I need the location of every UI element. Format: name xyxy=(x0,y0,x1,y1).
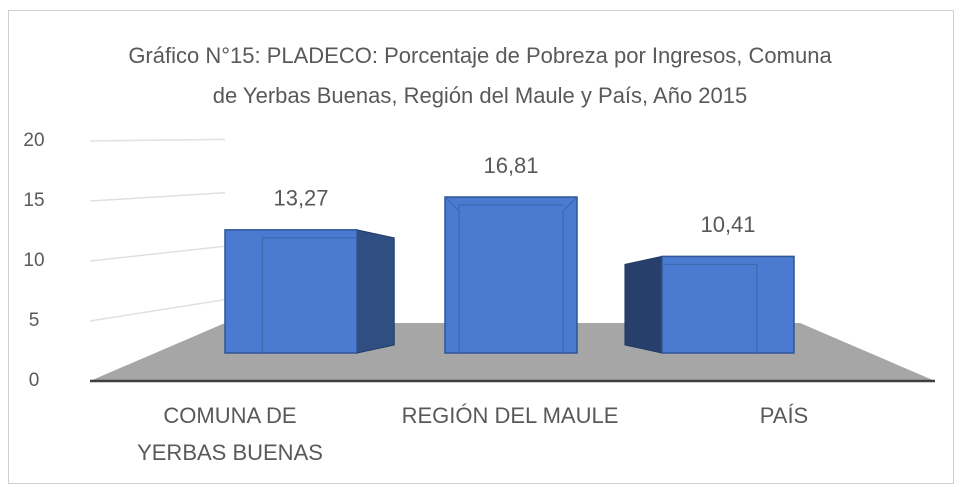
grid-line xyxy=(89,245,226,262)
x-tick-label: COMUNA DE YERBAS BUENAS xyxy=(137,403,323,465)
y-tick-label: 5 xyxy=(29,310,40,331)
chart-title: Gráfico N°15: PLADECO: Porcentaje de Pob… xyxy=(128,43,832,108)
bar-front xyxy=(224,229,358,354)
y-tick-label: 10 xyxy=(23,250,44,271)
bar-front xyxy=(444,196,578,354)
chart-frame xyxy=(8,10,954,484)
y-tick-label: 20 xyxy=(23,130,44,151)
data-label: 13,27 xyxy=(273,186,328,211)
x-tick-label: PAÍS xyxy=(759,403,809,428)
bar-edge xyxy=(444,196,460,212)
bar xyxy=(444,196,578,354)
grid-line xyxy=(89,192,226,202)
y-tick-label: 0 xyxy=(29,370,40,391)
bar-side xyxy=(624,255,663,354)
data-label: 10,41 xyxy=(700,212,755,237)
data-label: 16,81 xyxy=(483,153,538,178)
bar-side xyxy=(356,229,395,354)
grid-line xyxy=(89,138,226,142)
x-tick-label: REGIÓN DEL MAULE xyxy=(401,403,619,428)
bar-edge xyxy=(562,196,578,212)
grid-line xyxy=(89,298,226,322)
bar-front xyxy=(661,255,795,354)
bar xyxy=(624,255,795,354)
y-tick-label: 15 xyxy=(23,190,44,211)
bar xyxy=(224,229,395,354)
